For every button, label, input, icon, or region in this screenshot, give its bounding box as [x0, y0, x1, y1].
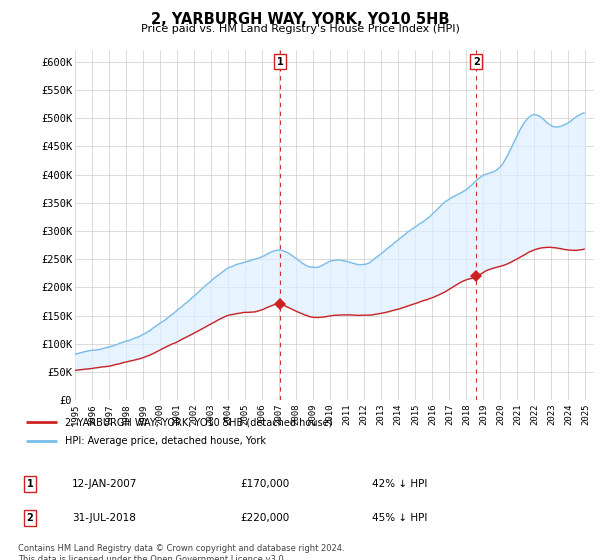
- Text: 2: 2: [473, 57, 479, 67]
- Text: £170,000: £170,000: [240, 479, 289, 489]
- Text: 45% ↓ HPI: 45% ↓ HPI: [372, 513, 427, 523]
- Text: 42% ↓ HPI: 42% ↓ HPI: [372, 479, 427, 489]
- Text: HPI: Average price, detached house, York: HPI: Average price, detached house, York: [65, 436, 266, 446]
- Text: 31-JUL-2018: 31-JUL-2018: [72, 513, 136, 523]
- Text: 12-JAN-2007: 12-JAN-2007: [72, 479, 137, 489]
- Text: 1: 1: [26, 479, 34, 489]
- Text: 2, YARBURGH WAY, YORK, YO10 5HB (detached house): 2, YARBURGH WAY, YORK, YO10 5HB (detache…: [65, 417, 332, 427]
- Text: £220,000: £220,000: [240, 513, 289, 523]
- Text: 2, YARBURGH WAY, YORK, YO10 5HB: 2, YARBURGH WAY, YORK, YO10 5HB: [151, 12, 449, 27]
- Text: Price paid vs. HM Land Registry's House Price Index (HPI): Price paid vs. HM Land Registry's House …: [140, 24, 460, 34]
- Text: 2: 2: [26, 513, 34, 523]
- Text: Contains HM Land Registry data © Crown copyright and database right 2024.
This d: Contains HM Land Registry data © Crown c…: [18, 544, 344, 560]
- Text: 1: 1: [277, 57, 283, 67]
